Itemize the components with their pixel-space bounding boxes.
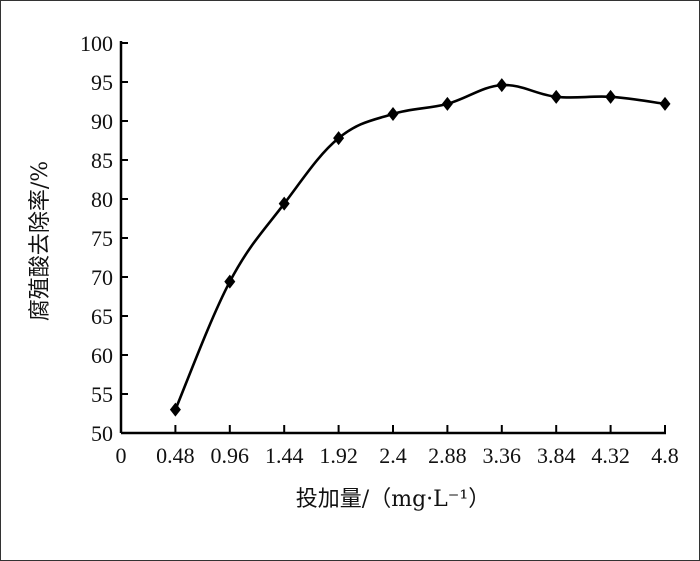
y-tick-label: 75 [91, 226, 113, 251]
data-point-marker [224, 274, 236, 289]
data-point-marker [387, 106, 399, 121]
y-tick-label: 90 [91, 109, 113, 134]
ticks: 50 55 60 65 70 75 80 85 90 95 100 0 0.48 0.96 1.44 1.92… [80, 31, 679, 468]
y-tick-label: 50 [91, 421, 113, 446]
axes [119, 41, 666, 435]
series-line [174, 83, 666, 411]
y-tick-label: 100 [80, 31, 113, 56]
y-tick-label: 70 [91, 265, 113, 290]
markers [169, 78, 671, 417]
x-tick-label: 1.92 [319, 443, 358, 468]
data-point-marker [441, 96, 453, 111]
data-point-marker [605, 89, 617, 104]
x-tick-label: 1.44 [265, 443, 304, 468]
y-tick-label: 60 [91, 343, 113, 368]
x-tick-label: 2.88 [428, 443, 467, 468]
y-tick-label: 65 [91, 304, 113, 329]
x-tick-label: 3.36 [483, 443, 522, 468]
x-tick-label: 0 [116, 443, 127, 468]
data-point-marker [333, 131, 345, 146]
x-axis-title: 投加量/（mg·L⁻¹） [296, 487, 490, 512]
y-tick-label: 55 [91, 382, 113, 407]
data-point-marker [496, 78, 508, 93]
data-point-marker [278, 196, 290, 211]
y-tick-label: 80 [91, 187, 113, 212]
y-tick-label: 85 [91, 148, 113, 173]
x-tick-label: 3.84 [537, 443, 576, 468]
data-point-marker [659, 96, 671, 111]
data-point-marker [550, 89, 562, 104]
y-axis-title: 腐殖酸去除率/% [28, 161, 53, 321]
x-tick-label: 4.8 [651, 443, 679, 468]
x-tick-label: 2.4 [379, 443, 407, 468]
data-point-marker [169, 402, 181, 417]
y-tick-label: 95 [91, 70, 113, 95]
x-tick-label: 0.96 [211, 443, 250, 468]
x-tick-label: 0.48 [156, 443, 195, 468]
x-tick-label: 4.32 [591, 443, 630, 468]
